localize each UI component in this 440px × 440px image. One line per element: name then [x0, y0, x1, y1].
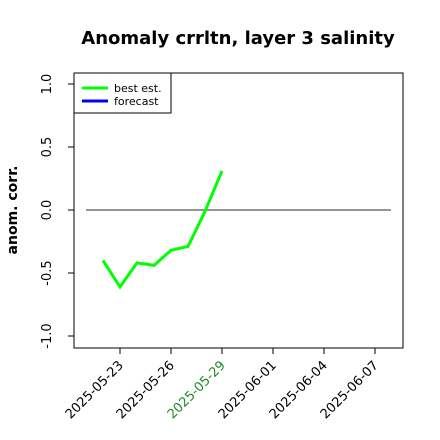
x-axis: 2025-05-232025-05-262025-05-292025-06-01…	[63, 348, 382, 422]
y-tick-label: 1.0	[40, 74, 55, 95]
chart-title: Anomaly crrltn, layer 3 salinity	[81, 28, 395, 49]
legend: best est. forecast	[73, 72, 172, 114]
series-line-best-est-	[101, 170, 224, 290]
plot-area	[86, 170, 391, 290]
y-axis: -1.0 -0.5 0.0 0.5 1.0	[40, 74, 74, 349]
y-axis-label: anom. corr.	[5, 166, 21, 255]
y-tick-label: -1.0	[40, 323, 55, 348]
y-tick-label: 0.0	[40, 200, 55, 221]
legend-label-forecast: forecast	[114, 95, 159, 108]
y-tick-label: -0.5	[40, 260, 55, 285]
legend-box	[73, 72, 172, 114]
y-tick-label: 0.5	[40, 137, 55, 158]
legend-label-best-est: best est.	[114, 82, 162, 95]
